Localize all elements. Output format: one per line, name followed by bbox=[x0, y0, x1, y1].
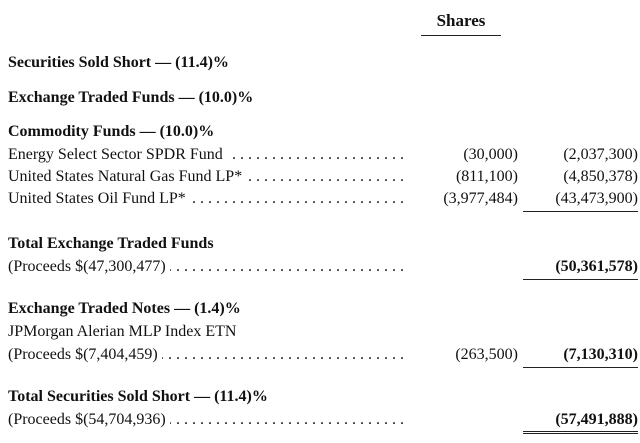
etn-name-row: JPMorgan Alerian MLP Index ETN bbox=[8, 321, 630, 343]
etn-shares: (263,500) bbox=[455, 346, 518, 363]
holding-value: (43,473,900) bbox=[555, 190, 638, 207]
shares-header-label: Shares bbox=[436, 11, 486, 30]
etn-proceeds: (Proceeds $(7,404,459) bbox=[8, 344, 408, 366]
total-short-heading: Total Securities Sold Short — (11.4)% bbox=[8, 386, 630, 408]
holding-shares: (3,977,484) bbox=[443, 190, 518, 207]
total-short-value: (57,491,888) bbox=[555, 411, 638, 428]
holding-shares: (811,100) bbox=[455, 168, 518, 185]
holding-row: Energy Select Sector SPDR Fund (30,000) … bbox=[8, 144, 638, 166]
etn-heading: Exchange Traded Notes — (1.4)% bbox=[8, 298, 630, 320]
section-heading-text: Exchange Traded Funds — (10.0)% bbox=[8, 89, 254, 106]
total-short-row: (Proceeds $(54,704,936) (57,491,888) bbox=[8, 409, 638, 434]
holding-name: United States Natural Gas Fund LP* bbox=[8, 166, 408, 188]
total-short-proceeds: (Proceeds $(54,704,936) bbox=[8, 409, 408, 431]
holding-value: (2,037,300) bbox=[563, 146, 638, 163]
section-heading-securities-sold-short: Securities Sold Short — (11.4)% bbox=[8, 52, 630, 74]
total-etf-title: Total Exchange Traded Funds bbox=[8, 235, 214, 252]
grand-total-double-rule bbox=[523, 431, 638, 434]
holding-row: United States Natural Gas Fund LP* (811,… bbox=[8, 166, 638, 188]
etn-row: (Proceeds $(7,404,459) (263,500) (7,130,… bbox=[8, 344, 638, 368]
etn-name: JPMorgan Alerian MLP Index ETN bbox=[8, 323, 237, 340]
total-etf-proceeds: (Proceeds $(47,300,477) bbox=[8, 256, 408, 278]
section-heading-exchange-traded-funds: Exchange Traded Funds — (10.0)% bbox=[8, 87, 630, 109]
holding-shares: (30,000) bbox=[463, 146, 518, 163]
total-short-title: Total Securities Sold Short — (11.4)% bbox=[8, 388, 268, 405]
etn-title: Exchange Traded Notes — (1.4)% bbox=[8, 300, 241, 317]
section-heading-commodity-funds: Commodity Funds — (10.0)% bbox=[8, 121, 630, 143]
section-heading-text: Securities Sold Short — (11.4)% bbox=[8, 54, 229, 71]
holding-row: United States Oil Fund LP* (3,977,484) (… bbox=[8, 188, 638, 212]
total-etf-heading: Total Exchange Traded Funds bbox=[8, 233, 630, 255]
holding-value: (4,850,378) bbox=[563, 168, 638, 185]
shares-column-header: Shares bbox=[421, 10, 501, 36]
total-etf-row: (Proceeds $(47,300,477) (50,361,578) bbox=[8, 256, 638, 280]
total-etf-rule bbox=[523, 279, 638, 280]
total-etf-value: (50,361,578) bbox=[555, 258, 638, 275]
section-heading-text: Commodity Funds — (10.0)% bbox=[8, 123, 215, 140]
etn-value: (7,130,310) bbox=[563, 346, 638, 363]
etn-rule bbox=[523, 367, 638, 368]
holding-name: United States Oil Fund LP* bbox=[8, 188, 408, 210]
holding-name: Energy Select Sector SPDR Fund bbox=[8, 144, 408, 166]
shares-header-rule bbox=[421, 35, 501, 36]
subtotal-rule bbox=[523, 211, 638, 212]
